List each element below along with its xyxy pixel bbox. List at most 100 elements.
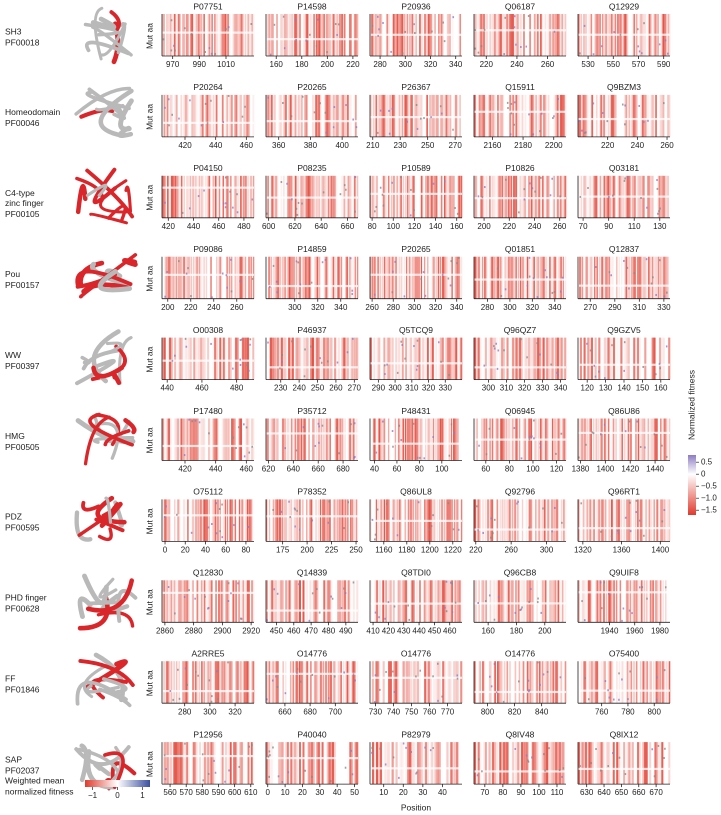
heatmap-column	[237, 256, 240, 299]
heatmap-column	[650, 418, 652, 461]
heatmap-column	[555, 337, 558, 380]
heatmap-column	[477, 499, 479, 542]
heatmap-column	[382, 418, 384, 461]
heatmap-column	[546, 742, 549, 785]
heatmap-column	[555, 175, 558, 218]
heatmap-column	[341, 337, 344, 380]
heatmap-column	[334, 499, 336, 542]
heatmap-column	[643, 94, 646, 137]
heatmap-cell	[288, 500, 290, 503]
heatmap-column	[212, 742, 214, 785]
heatmap-column	[196, 337, 199, 380]
heatmap-column	[543, 499, 546, 542]
heatmap-column	[391, 742, 394, 785]
heatmap-column	[513, 337, 516, 380]
heatmap-column	[540, 175, 543, 218]
heatmap	[370, 742, 462, 785]
heatmap-column	[524, 256, 526, 299]
heatmap-column	[481, 499, 484, 542]
heatmap-cell	[243, 423, 245, 426]
heatmap-column	[409, 661, 412, 704]
heatmap-cell	[273, 588, 276, 591]
heatmap-cell	[657, 744, 660, 747]
heatmap-column	[541, 94, 544, 137]
heatmap-column	[517, 337, 520, 380]
heatmap-column	[174, 14, 176, 56]
heatmap-cell	[552, 117, 554, 120]
x-tick-label: 40	[438, 788, 447, 797]
heatmap-column	[299, 418, 302, 461]
legend-label: Weighted mean	[5, 775, 65, 785]
heatmap-column	[298, 499, 300, 542]
x-tick-label: 600	[262, 222, 276, 231]
heatmap-cell	[451, 611, 454, 614]
heatmap-column	[293, 418, 295, 461]
heatmap-cell	[170, 19, 173, 22]
heatmap-cell	[628, 420, 631, 423]
heatmap-column	[337, 499, 339, 542]
heatmap-column	[420, 742, 424, 785]
heatmap-column	[164, 499, 166, 542]
heatmap-cell	[328, 500, 330, 503]
heatmap-cell	[393, 605, 396, 608]
heatmap-cell	[422, 271, 425, 274]
heatmap-column	[629, 499, 631, 542]
x-tick-label: 420	[382, 626, 396, 635]
heatmap-column	[189, 175, 192, 218]
heatmap-column	[542, 499, 544, 542]
heatmap-column	[297, 94, 300, 137]
heatmap-column	[331, 256, 333, 299]
heatmap-column	[215, 14, 217, 56]
heatmap-column	[546, 499, 548, 542]
heatmap-column	[383, 742, 386, 785]
heatmap-column	[340, 418, 343, 461]
heatmap-column	[162, 175, 164, 218]
x-tick-label: 450	[270, 626, 284, 635]
heatmap-column	[485, 175, 487, 218]
heatmap-cell	[299, 283, 302, 286]
heatmap-column	[334, 418, 336, 461]
heatmap-column	[270, 418, 273, 461]
heatmap-column	[352, 580, 355, 623]
heatmap-cell	[452, 528, 455, 531]
heatmap-column	[412, 418, 415, 461]
heatmap-cell	[416, 365, 419, 368]
heatmap-column	[428, 418, 430, 461]
heatmap-band	[266, 432, 358, 435]
heatmap-cell	[219, 530, 221, 533]
heatmap-column	[226, 418, 229, 461]
legend-label: normalized fitness	[5, 786, 74, 796]
heatmap-cell	[551, 530, 553, 533]
heatmap-cell	[663, 757, 665, 760]
heatmap-cell	[451, 582, 454, 585]
heatmap	[370, 337, 463, 380]
heatmap-column	[304, 14, 306, 56]
heatmap-column	[191, 94, 193, 137]
heatmap-column	[598, 580, 600, 623]
heatmap-cell	[371, 746, 373, 749]
heatmap-cell	[528, 438, 531, 441]
heatmap-column	[440, 94, 442, 137]
heatmap-column	[439, 580, 441, 623]
heatmap-column	[541, 661, 544, 704]
heatmap-column	[477, 256, 479, 299]
x-tick-label: 310	[405, 384, 419, 393]
heatmap-column	[426, 175, 428, 218]
heatmap-column	[605, 742, 608, 785]
heatmap-cell	[621, 678, 623, 681]
heatmap-column	[596, 256, 598, 299]
heatmap-column	[388, 580, 391, 623]
heatmap-column	[285, 742, 288, 785]
heatmap-column	[288, 94, 291, 137]
heatmap-column	[247, 94, 250, 137]
heatmap-column	[194, 94, 197, 137]
heatmap-column	[429, 661, 432, 704]
heatmap-column	[612, 661, 614, 704]
panel-title: P09086	[193, 244, 223, 254]
heatmap-column	[297, 337, 300, 380]
heatmap-column	[507, 256, 510, 299]
heatmap-column	[583, 661, 585, 704]
heatmap-cell	[617, 532, 620, 535]
heatmap-column	[407, 742, 410, 785]
